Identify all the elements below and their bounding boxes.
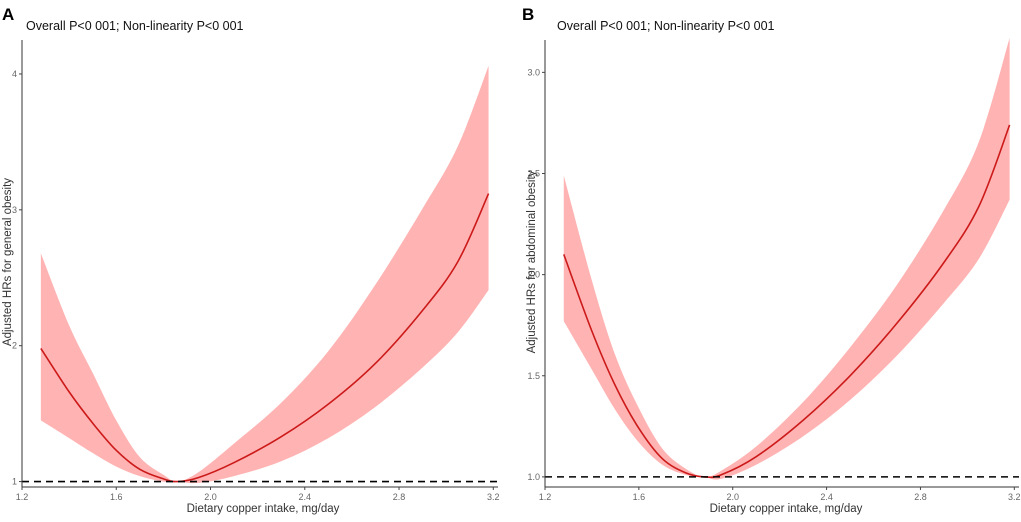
panel-a-xtick-label: 3.2 [487,492,500,502]
panel-a-xtick-label: 1.2 [16,492,29,502]
panel-a-hr-curve [40,193,490,483]
panel-b: B Overall P<0 001; Non-linearity P<0 001… [522,5,1021,515]
panel-a-xlabel: Dietary copper intake, mg/day [187,503,340,515]
panel-b-ytick-label: 2.5 [527,168,540,178]
panel-a-xtick-label: 1.6 [110,492,123,502]
panel-b-title: Overall P<0 001; Non-linearity P<0 001 [557,19,775,33]
panel-a-ylabel: Adjusted HRs for general obesity [2,178,14,346]
panel-b-plot: 1.0 1.5 2.0 2.5 3.0 1.2 1.6 2.0 2.4 2.8 3.2 [527,37,1021,502]
panel-a-xtick-label: 2.0 [204,492,217,502]
panel-b-xtick-label: 2.8 [914,492,927,502]
panel-a-title: Overall P<0 001; Non-linearity P<0 001 [26,19,244,33]
panel-b-ylabel: Adjusted HRs for abdominal obesity [526,170,538,353]
panel-a-ytick-label: 4 [12,69,17,79]
panel-a-label: A [2,5,14,24]
panel-b-xtick-label: 3.2 [1008,492,1021,502]
panel-b-hr-curve [563,124,1011,479]
panel-b-xtick-label: 2.4 [820,492,833,502]
panel-a-ytick-label: 3 [12,205,17,215]
panel-b-xtick-label: 1.6 [633,492,646,502]
panel-b-ytick-label: 1.5 [527,371,540,381]
panel-a-ci-band [40,65,489,484]
panel-a-ytick-label: 1 [12,477,17,487]
panel-a-ytick-label: 2 [12,341,17,351]
panel-a: A Overall P<0 001; Non-linearity P<0 001… [2,5,500,515]
panel-b-ytick-label: 1.0 [527,472,540,482]
panel-b-ci-band [563,37,1010,480]
panel-b-xtick-label: 2.0 [726,492,739,502]
panel-b-xtick-label: 1.2 [539,492,552,502]
panel-a-xtick-label: 2.4 [299,492,312,502]
panel-b-xlabel: Dietary copper intake, mg/day [710,503,863,515]
panel-b-ytick-label: 2.0 [527,270,540,280]
panel-a-plot: 1 2 3 4 1.2 1.6 2.0 2.4 2.8 3.2 [12,40,500,502]
panel-b-ytick-label: 3.0 [527,67,540,77]
panel-a-xtick-label: 2.8 [393,492,406,502]
panel-b-label: B [522,5,534,24]
